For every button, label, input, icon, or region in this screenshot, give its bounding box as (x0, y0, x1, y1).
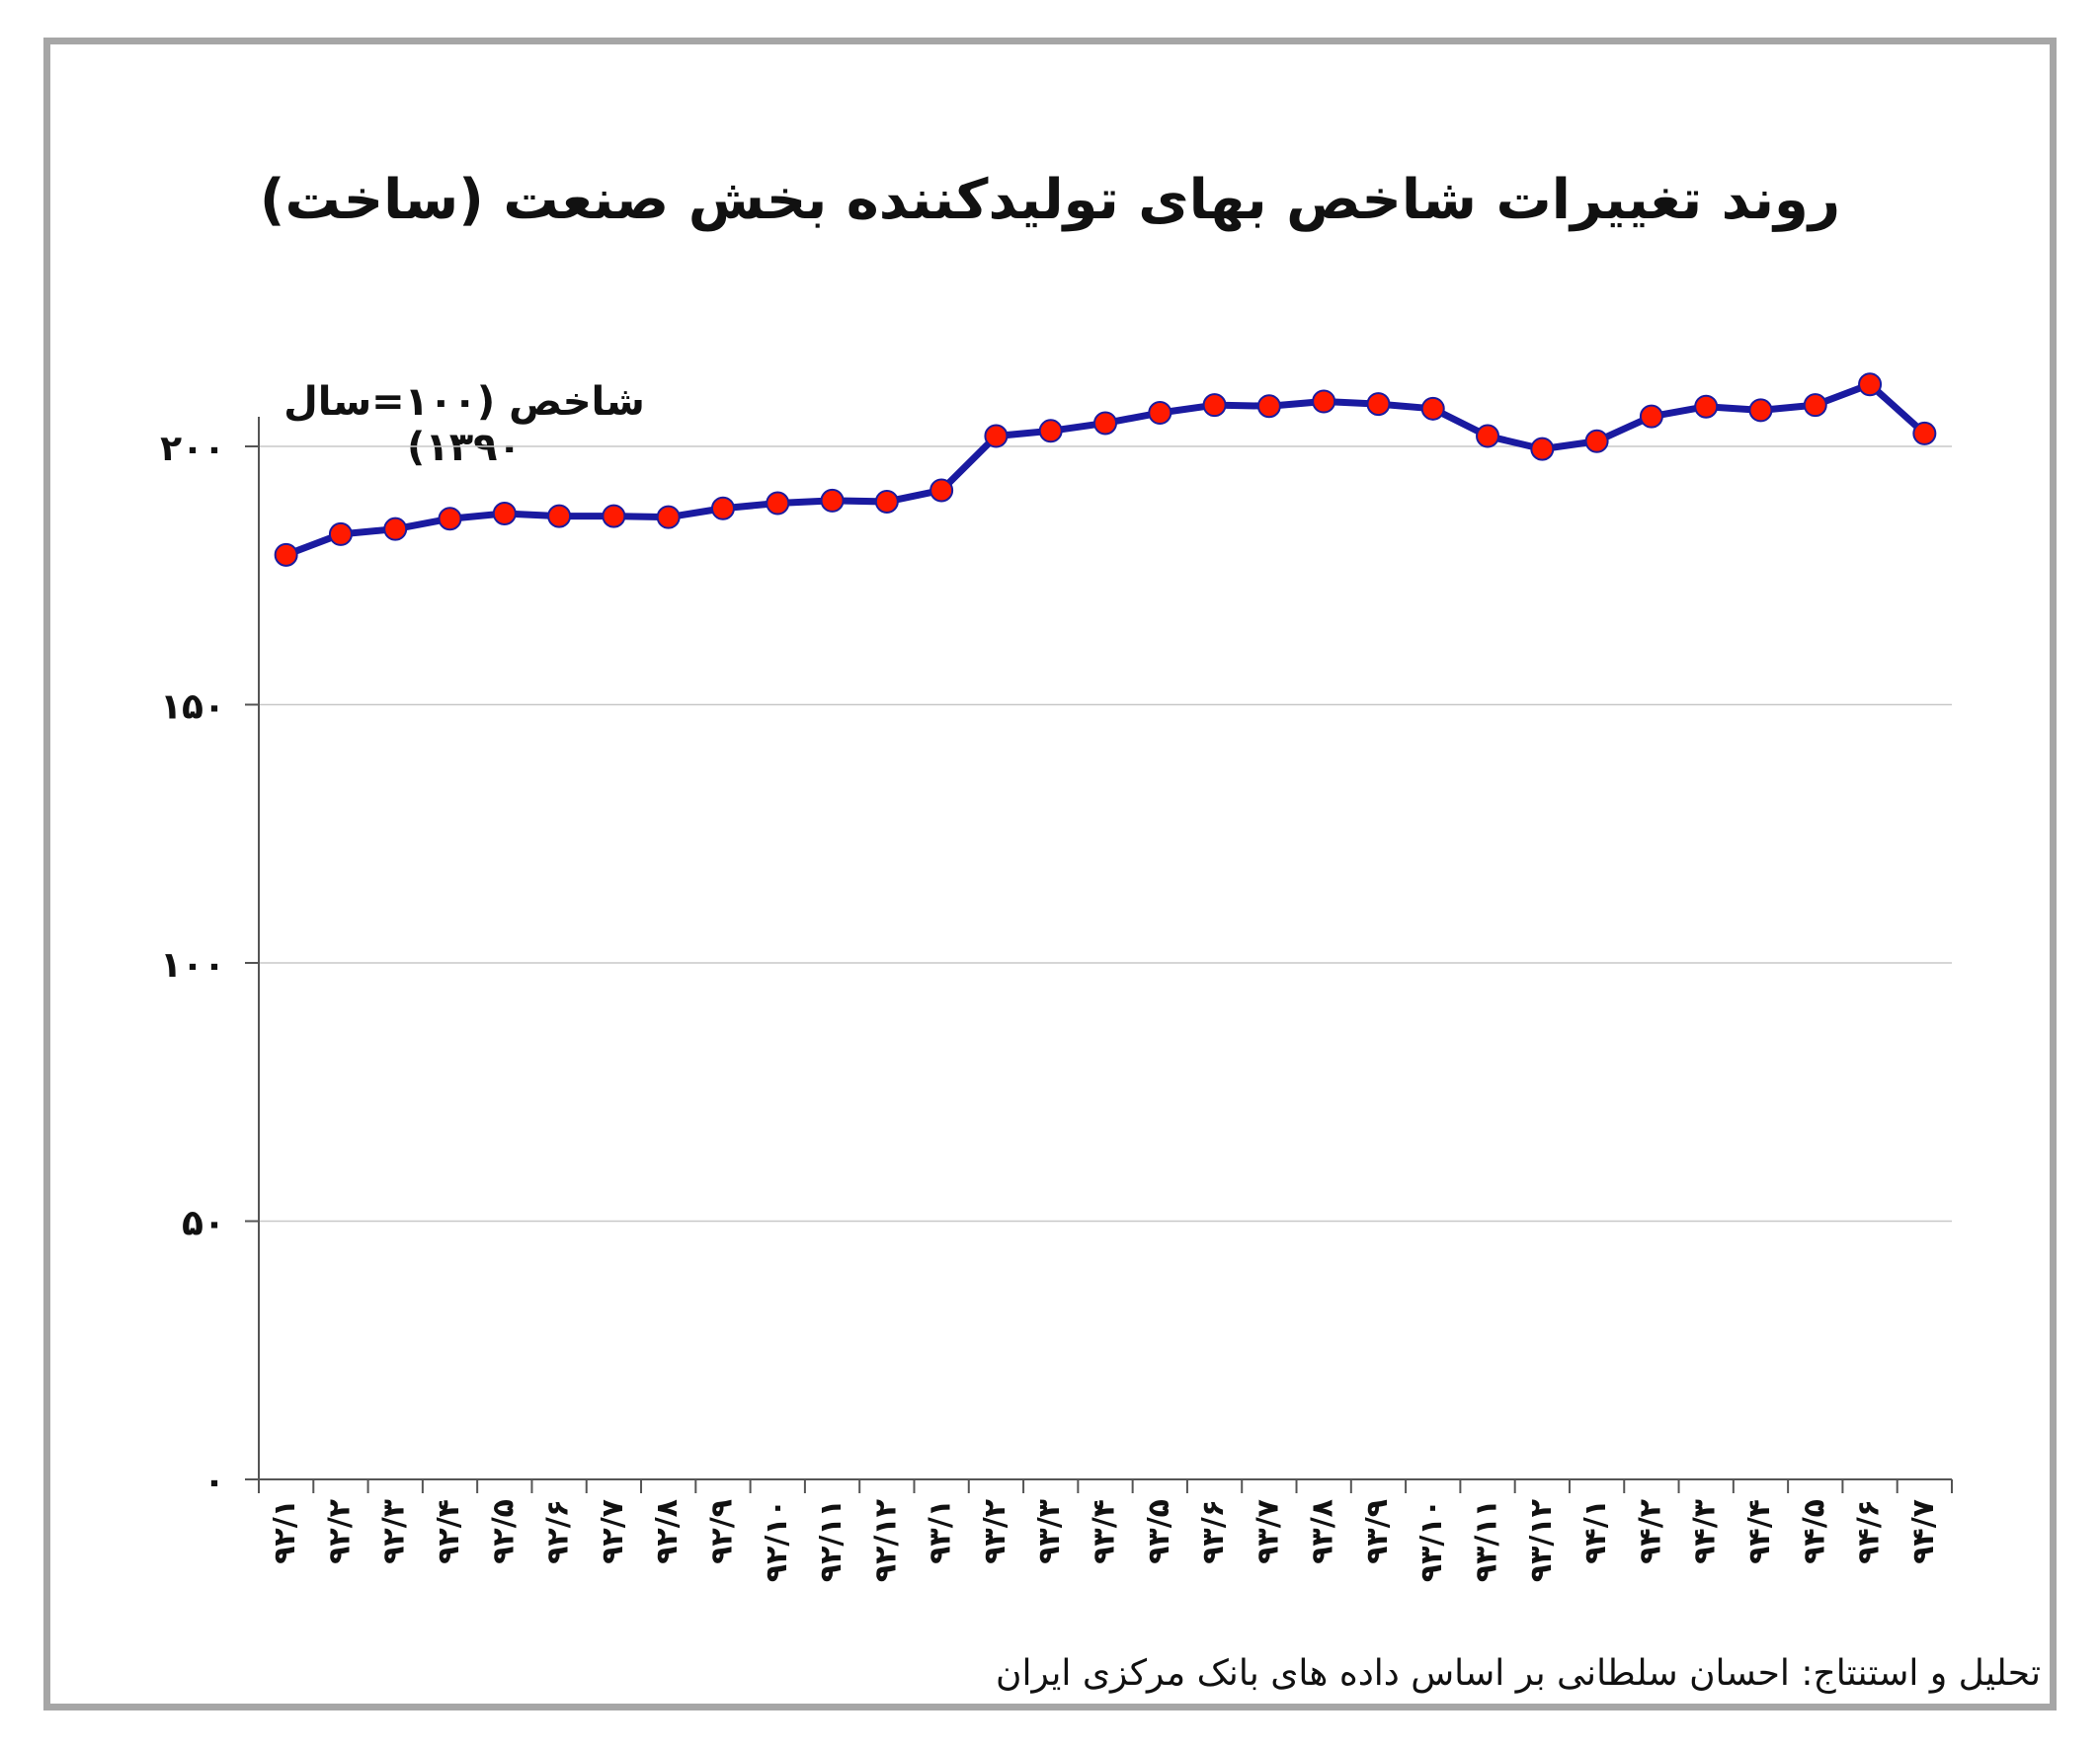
x-tick-label: ۹۲/۱۱ (814, 1499, 848, 1582)
data-point (874, 489, 899, 514)
data-point (602, 504, 626, 528)
x-tick-label: ۹۳/۴ (1088, 1499, 1122, 1564)
x-tick-label: ۹۴/۵ (1797, 1499, 1831, 1564)
y-axis-label: شاخص (۱۰۰=سال ۱۳۹۰) (283, 379, 645, 470)
data-point (656, 505, 681, 529)
y-tick-label: ۲۰۰ (160, 429, 225, 469)
data-point (328, 521, 353, 546)
data-point (1312, 389, 1336, 414)
data-point (1803, 393, 1827, 418)
data-point (383, 517, 408, 541)
data-point (1694, 394, 1719, 419)
x-tick-label: ۹۲/۶ (541, 1499, 576, 1564)
chart-title: روند تغییرات شاخص بهای تولیدکننده بخش صن… (259, 168, 1841, 232)
source-note: تحلیل و استنتاج: احسان سلطانی بر اساس دا… (996, 1653, 2041, 1694)
data-point (1148, 401, 1172, 426)
data-point (438, 507, 462, 531)
x-tick-label: ۹۴/۷ (1906, 1499, 1941, 1564)
data-point (1476, 424, 1500, 448)
data-point (274, 542, 298, 567)
x-tick-label: ۹۳/۵ (1142, 1499, 1176, 1564)
data-point (820, 488, 845, 513)
data-point (1858, 372, 1883, 397)
y-tick-label: ۰ (203, 1462, 225, 1502)
series-line (283, 380, 1928, 559)
x-tick-label: ۹۳/۶ (1196, 1499, 1231, 1564)
x-tick-label: ۹۴/۱ (1578, 1499, 1613, 1564)
y-tick-label: ۱۵۰ (160, 687, 225, 728)
x-tick-label: ۹۲/۳ (377, 1499, 412, 1564)
x-tick-label: ۹۲/۷ (596, 1499, 630, 1564)
x-tick-label: ۹۳/۱۱ (1470, 1499, 1504, 1582)
x-tick-label: ۹۳/۱۲ (1524, 1499, 1559, 1582)
x-tick-label: ۹۳/۹ (1360, 1499, 1395, 1564)
x-tick-label: ۹۳/۸ (1306, 1499, 1340, 1564)
data-point (1748, 398, 1773, 423)
data-point (984, 424, 1009, 448)
data-point (929, 478, 954, 503)
x-tick-label: ۹۲/۲ (322, 1499, 357, 1564)
x-tick-label: ۹۲/۹ (704, 1499, 739, 1564)
x-tick-label: ۹۴/۲ (1633, 1499, 1667, 1564)
x-tick-label: ۹۴/۳ (1688, 1499, 1723, 1564)
data-point (492, 501, 517, 525)
data-point (1639, 404, 1663, 429)
data-point (1530, 437, 1555, 461)
y-tick-label: ۵۰ (182, 1204, 225, 1244)
x-tick-label: ۹۲/۸ (650, 1499, 685, 1564)
data-point (1366, 392, 1391, 417)
data-point (1420, 396, 1445, 421)
data-point (710, 496, 735, 520)
x-tick-label: ۹۴/۶ (1852, 1499, 1887, 1564)
data-point (766, 491, 790, 516)
x-tick-label: ۹۲/۱۲ (868, 1499, 903, 1582)
data-point (547, 504, 572, 528)
data-point (1093, 411, 1117, 436)
x-tick-label: ۹۲/۱۰ (760, 1499, 794, 1582)
x-tick-label: ۹۳/۷ (1251, 1499, 1285, 1564)
chart-frame (43, 38, 2057, 1710)
y-tick-label: ۱۰۰ (160, 945, 225, 986)
data-point (1038, 419, 1063, 443)
data-point (1256, 394, 1281, 419)
x-tick-label: ۹۳/۲ (978, 1499, 1012, 1564)
x-tick-label: ۹۲/۱ (268, 1499, 302, 1564)
data-point (1202, 393, 1227, 418)
data-point (1912, 421, 1937, 445)
x-tick-label: ۹۴/۴ (1742, 1499, 1777, 1564)
x-tick-label: ۹۲/۵ (486, 1499, 521, 1564)
x-tick-label: ۹۲/۴ (432, 1499, 466, 1564)
x-tick-label: ۹۳/۱ (924, 1499, 958, 1564)
data-point (1584, 429, 1609, 453)
x-tick-label: ۹۳/۳ (1032, 1499, 1067, 1564)
x-tick-label: ۹۳/۱۰ (1414, 1499, 1449, 1582)
